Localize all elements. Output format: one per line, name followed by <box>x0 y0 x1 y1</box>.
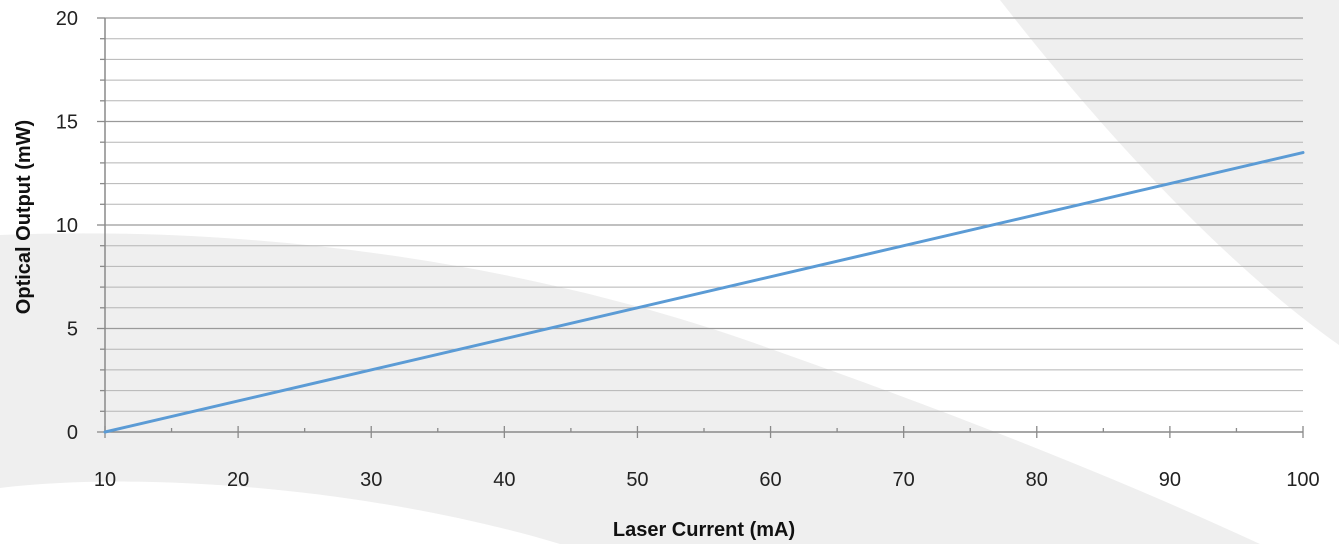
x-tick-label: 50 <box>626 469 648 491</box>
y-tick-label: 0 <box>67 422 78 444</box>
series-line <box>103 151 1305 434</box>
y-tick-label: 20 <box>56 8 78 30</box>
tick-labels: 0 5 10 15 20 10 20 30 40 50 60 70 80 90 100 <box>56 8 1320 491</box>
grid <box>105 17 1303 412</box>
x-tick-label: 100 <box>1286 469 1319 491</box>
x-tick-label: 80 <box>1026 469 1048 491</box>
axes <box>97 17 1304 438</box>
y-tick-label: 15 <box>56 112 78 134</box>
y-tick-label: 5 <box>67 319 78 341</box>
x-tick-label: 20 <box>227 469 249 491</box>
y-tick-label: 10 <box>56 215 78 237</box>
x-tick-label: 60 <box>759 469 781 491</box>
background-shape-bottom <box>0 233 1260 544</box>
x-tick-label: 90 <box>1159 469 1181 491</box>
x-tick-label: 10 <box>94 469 116 491</box>
x-tick-label: 70 <box>893 469 915 491</box>
x-tick-label: 30 <box>360 469 382 491</box>
series-layer <box>103 151 1305 434</box>
x-tick-label: 40 <box>493 469 515 491</box>
x-axis-title: Laser Current (mA) <box>613 519 795 541</box>
y-axis-title: Optical Output (mW) <box>13 120 35 314</box>
background-shape-top-right <box>1000 0 1339 345</box>
